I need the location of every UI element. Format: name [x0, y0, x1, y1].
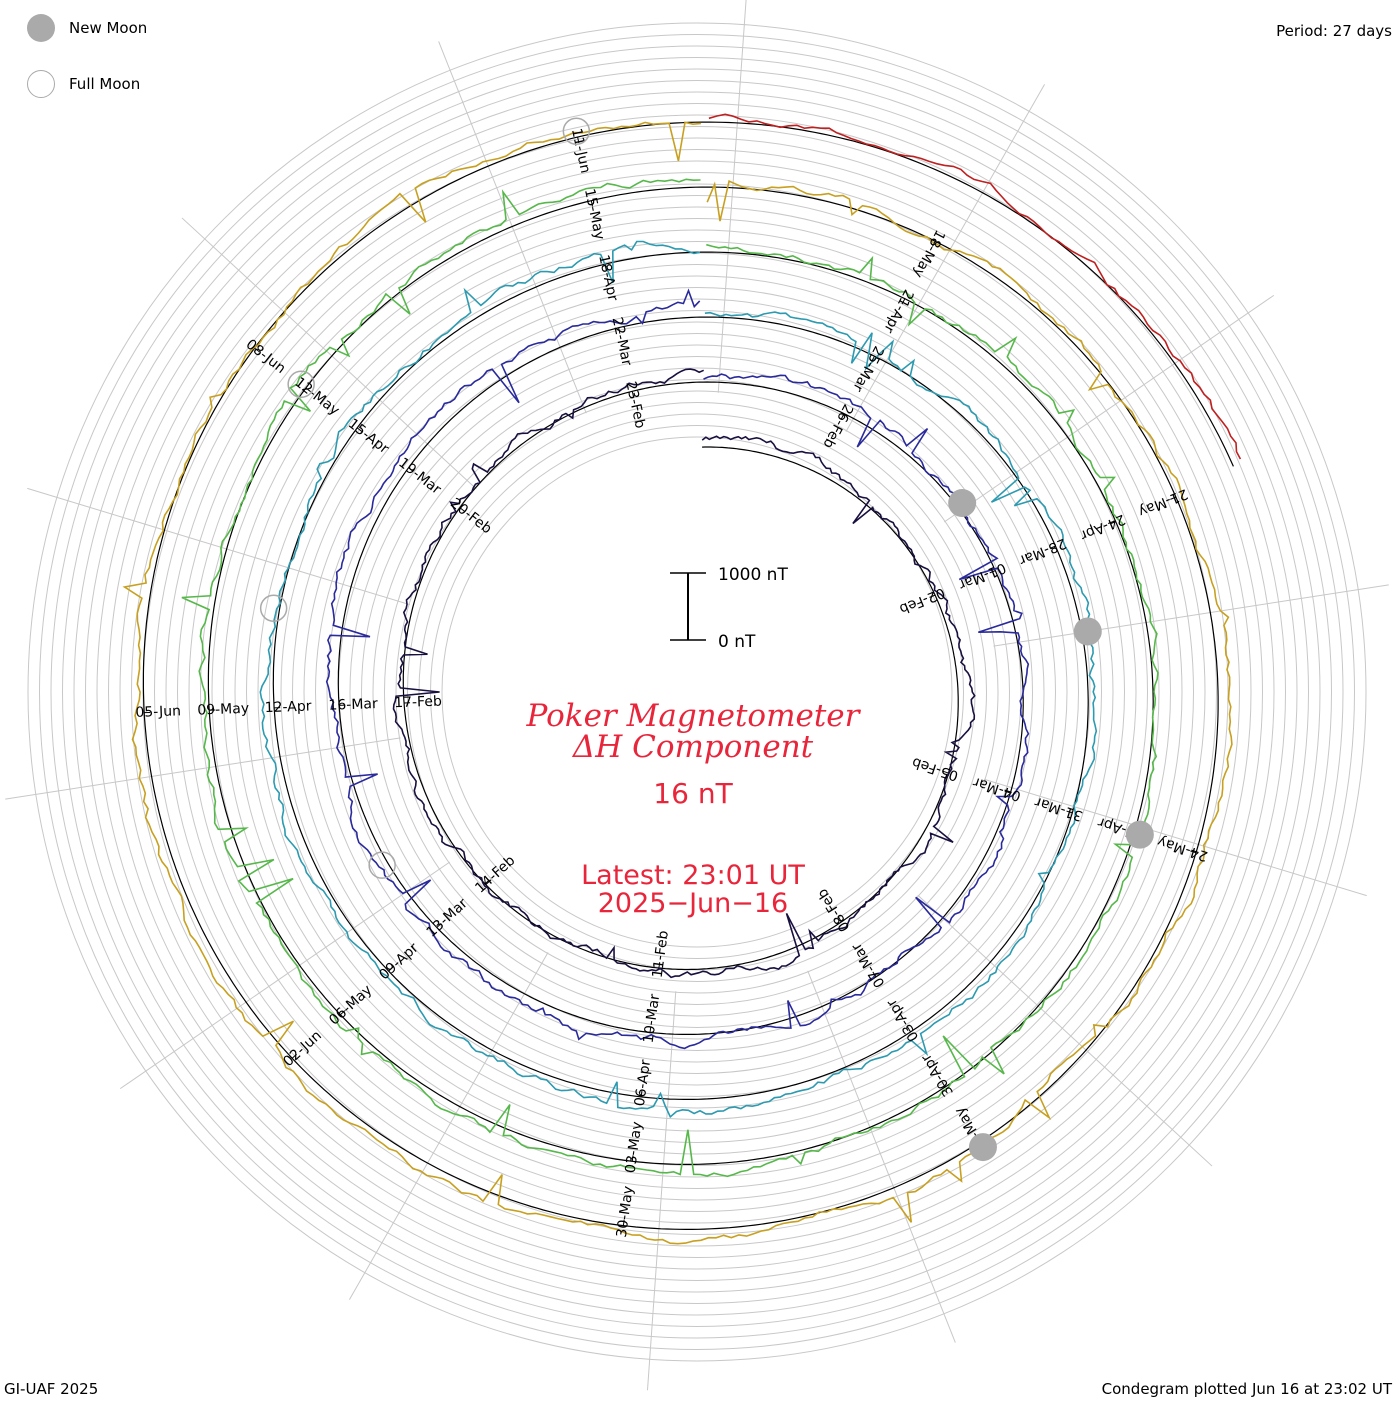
grid-ring	[316, 311, 1079, 1074]
series-line	[125, 122, 1232, 1243]
date-label: 17-Feb	[394, 694, 442, 712]
legend-full-moon: Full Moon	[27, 70, 140, 98]
grid-spoke	[349, 952, 548, 1299]
new-moon-marker	[948, 489, 976, 517]
date-label: 07-Mar	[849, 940, 889, 990]
new-moon-marker	[969, 1133, 997, 1161]
grid-ring	[178, 173, 1217, 1212]
date-label: 05-Jun	[135, 703, 181, 721]
grid-spoke	[647, 991, 675, 1390]
full-moon-marker	[261, 595, 287, 621]
date-label: 03-Apr	[884, 996, 923, 1044]
scale-top-label: 1000 nT	[718, 565, 788, 585]
grid-ring	[28, 23, 1366, 1361]
date-label: 02-Feb	[897, 584, 947, 617]
grid-ring	[224, 219, 1171, 1166]
latest-time: Latest: 23:01 UT	[581, 860, 805, 891]
date-label: 03-May	[623, 1121, 646, 1175]
date-label: 11-Feb	[650, 929, 672, 979]
full-moon-icon	[27, 70, 55, 98]
date-label: 15-May	[581, 187, 608, 241]
plotted-timestamp: Condegram plotted Jun 16 at 23:02 UT	[1102, 1380, 1392, 1398]
date-label: 26-Feb	[819, 401, 855, 451]
grid-ring	[86, 81, 1309, 1304]
grid-ring	[235, 230, 1159, 1154]
date-label: 09-May	[197, 701, 249, 719]
scale-bottom-label: 0 nT	[718, 632, 756, 652]
grid-ring	[339, 334, 1056, 1051]
credit-label: GI-UAF 2025	[4, 1380, 98, 1398]
grid-ring	[155, 150, 1240, 1235]
period-label: Period: 27 days	[1276, 22, 1392, 40]
legend-new-moon: New Moon	[27, 14, 147, 42]
date-label: 16-Mar	[328, 696, 378, 714]
new-moon-marker	[1074, 617, 1102, 645]
grid-ring	[189, 184, 1205, 1200]
date-label: 23-Feb	[622, 380, 648, 430]
full-moon-marker	[369, 852, 395, 878]
date-label: 24-May	[1156, 833, 1210, 864]
date-label: 15-Apr	[345, 416, 392, 458]
grid-ring	[201, 196, 1194, 1189]
date-label: 24-Apr	[1078, 511, 1128, 544]
date-label: 10-Mar	[641, 993, 664, 1044]
new-moon-icon	[27, 14, 55, 42]
grid-ring	[40, 35, 1355, 1350]
scale-bar: 1000 nT 0 nT	[670, 565, 788, 652]
grid-ring	[51, 46, 1343, 1338]
grid-spoke	[27, 488, 410, 604]
baseline-spiral	[143, 122, 1233, 1229]
new-moon-label: New Moon	[69, 19, 147, 37]
date-label: 28-Mar	[1016, 535, 1068, 568]
title-line2: ΔH Component	[572, 729, 814, 765]
full-moon-label: Full Moon	[69, 75, 140, 93]
grid-ring	[270, 265, 1125, 1120]
data-traces	[125, 114, 1241, 1243]
date-label: 22-Mar	[609, 316, 635, 368]
grid	[5, 0, 1389, 1390]
grid-ring	[109, 104, 1286, 1281]
latest-date: 2025−Jun−16	[598, 888, 789, 919]
date-label: 06-May	[326, 982, 375, 1029]
grid-ring	[166, 161, 1228, 1223]
date-label: 30-Apr	[918, 1051, 957, 1099]
date-label: 14-Feb	[472, 853, 518, 897]
date-label: 06-Apr	[632, 1058, 654, 1107]
baseline-value: 16 nT	[653, 777, 733, 810]
grid-ring	[350, 345, 1044, 1039]
date-label: 21-Apr	[880, 287, 916, 336]
grid-ring	[120, 115, 1274, 1269]
grid-ring	[63, 58, 1332, 1327]
grid-ring	[281, 276, 1113, 1108]
grid-ring	[293, 288, 1102, 1097]
date-label: 12-Apr	[264, 698, 312, 716]
grid-spoke	[846, 84, 1045, 431]
new-moon-marker	[1126, 821, 1154, 849]
grid-ring	[362, 357, 1033, 1028]
grid-ring	[247, 242, 1148, 1143]
